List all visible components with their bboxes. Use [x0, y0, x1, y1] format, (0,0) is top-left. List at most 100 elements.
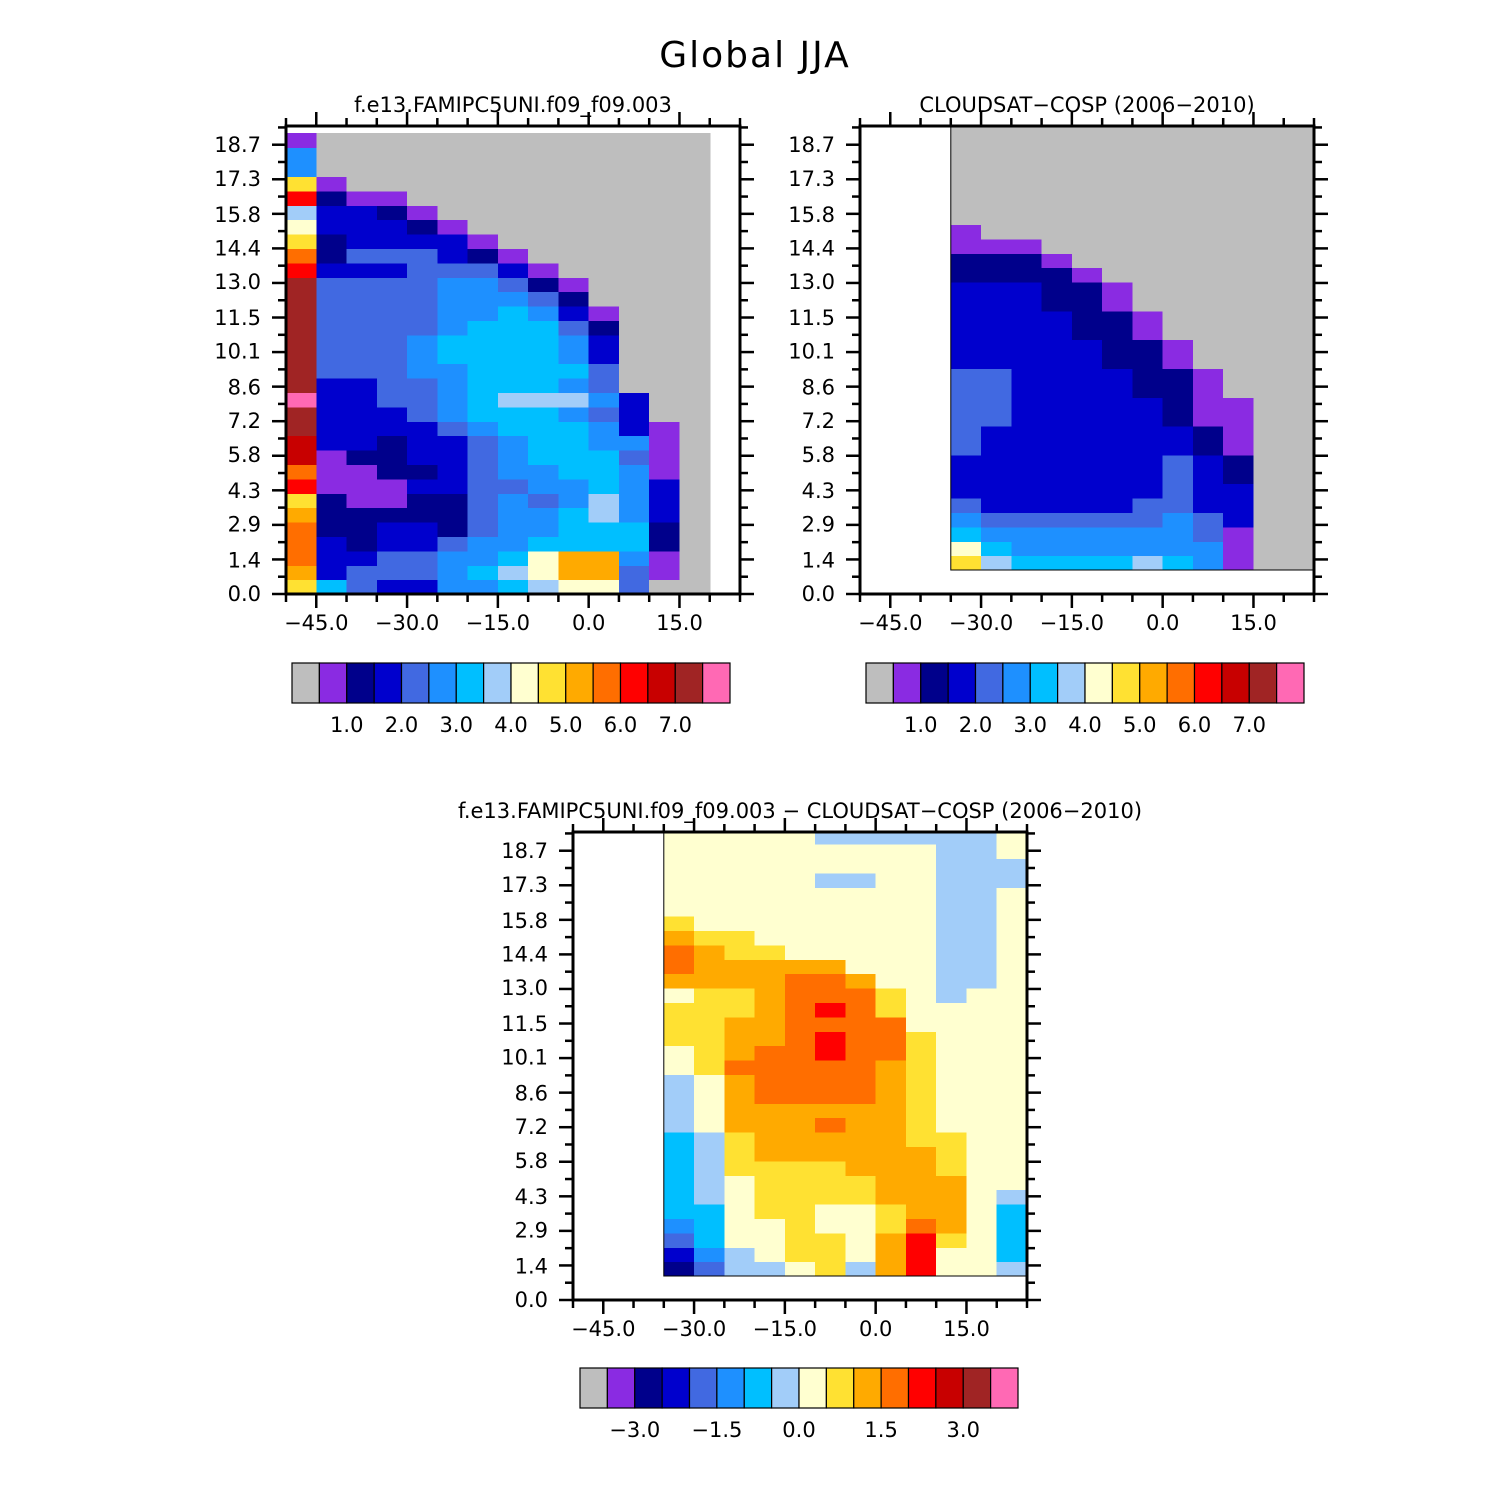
heatmap-cell: [694, 1218, 725, 1234]
heatmap-cell: [875, 832, 907, 845]
heatmap-cell: [1223, 267, 1255, 283]
heatmap-cell: [1283, 126, 1315, 139]
heatmap-cell: [875, 930, 907, 946]
heatmap-cell: [1071, 238, 1103, 254]
heatmap-cell: [950, 526, 982, 542]
heatmap-cell: [875, 959, 907, 975]
heatmap-cell: [815, 1189, 846, 1205]
colorbar-box: [634, 1367, 663, 1409]
heatmap-cell: [1102, 512, 1133, 528]
heatmap-cell: [407, 421, 438, 437]
y-tick-label: 18.7: [788, 133, 835, 157]
heatmap-cell: [996, 1160, 1028, 1176]
heatmap-cell: [936, 1189, 968, 1205]
heatmap-cell: [694, 1261, 725, 1277]
heatmap-cell: [754, 901, 786, 917]
heatmap-cell: [376, 565, 408, 581]
heatmap-cell: [467, 190, 499, 206]
heatmap-cell: [1253, 469, 1285, 485]
heatmap-cell: [996, 1117, 1028, 1133]
heatmap-cell: [346, 522, 378, 537]
heatmap-cell: [754, 872, 786, 888]
heatmap-cell: [1253, 325, 1285, 341]
heatmap-cell: [996, 1103, 1028, 1119]
heatmap-cell: [528, 147, 559, 163]
colorbar-box: [865, 662, 894, 704]
heatmap-cell: [1162, 411, 1194, 427]
heatmap-cell: [815, 1031, 846, 1047]
heatmap-cell: [1011, 483, 1043, 499]
heatmap-cell: [618, 464, 650, 480]
heatmap-cell: [588, 579, 620, 595]
heatmap-cell: [467, 262, 499, 278]
heatmap-cell: [649, 176, 681, 192]
heatmap-cell: [966, 1261, 998, 1277]
heatmap-cell: [1192, 282, 1224, 297]
heatmap-cell: [649, 190, 681, 206]
heatmap-cell: [467, 522, 499, 537]
heatmap-cell: [950, 339, 982, 355]
heatmap-cell: [936, 1261, 968, 1277]
heatmap-cell: [1071, 325, 1103, 341]
heatmap-cell: [845, 901, 877, 917]
heatmap-cell: [618, 392, 650, 408]
heatmap-cell: [588, 190, 620, 206]
heatmap-cell: [1102, 325, 1133, 341]
heatmap-cell: [1253, 339, 1285, 355]
colorbar-box: [1193, 662, 1223, 704]
heatmap-cell: [694, 988, 725, 1003]
heatmap-cell: [724, 1060, 756, 1075]
heatmap-cell: [950, 325, 982, 341]
panels: −45.0 −30.0 −15.0 0.0 15.0 0.0 1.4 2.9 4.3 5.8 7.2…: [214, 93, 1328, 1442]
heatmap-cell: [1223, 126, 1255, 139]
heatmap-cell: [875, 1103, 907, 1119]
heatmap-cell: [558, 162, 590, 177]
heatmap-cell: [1192, 310, 1224, 326]
heatmap-cell: [346, 406, 378, 422]
heatmap-cell: [497, 334, 529, 350]
heatmap-cell: [1162, 354, 1194, 369]
heatmap-cell: [437, 450, 469, 465]
heatmap-cell: [996, 1060, 1028, 1075]
heatmap-cell: [981, 238, 1012, 254]
heatmap-cell: [649, 550, 681, 566]
heatmap-cell: [996, 901, 1028, 917]
heatmap-cell: [1162, 555, 1194, 571]
heatmap-cell: [1253, 440, 1285, 456]
heatmap-cell: [528, 565, 559, 581]
heatmap-cell: [467, 291, 499, 307]
heatmap-cell: [1132, 310, 1164, 326]
heatmap-cell: [905, 1189, 937, 1205]
heatmap-cell: [1283, 238, 1315, 254]
heatmap-cell: [694, 1060, 725, 1075]
heatmap-cell: [694, 901, 725, 917]
heatmap-cell: [618, 219, 650, 235]
colorbar-label: −3.0: [609, 1418, 660, 1442]
heatmap-cell: [1253, 426, 1285, 441]
heatmap-cell: [1041, 397, 1073, 413]
heatmap-cell: [784, 959, 816, 975]
heatmap-cell: [376, 378, 408, 393]
x-tick-label: −15.0: [1040, 611, 1104, 635]
panel-title: f.e13.FAMIPC5UNI.f09_f09.003: [354, 93, 672, 118]
heatmap-cell: [1041, 512, 1073, 528]
heatmap-cell: [663, 1261, 695, 1277]
heatmap-cell: [1071, 166, 1103, 182]
y-tick-label: 0.0: [802, 582, 835, 606]
heatmap-cell: [467, 205, 499, 221]
heatmap-cell: [618, 262, 650, 278]
heatmap-cell: [679, 406, 711, 422]
heatmap-cell: [528, 234, 559, 249]
heatmap-cell: [950, 555, 982, 571]
heatmap-cell: [528, 478, 559, 494]
heatmap-cell: [467, 320, 499, 336]
heatmap-cell: [1223, 454, 1255, 470]
heatmap-cell: [754, 1146, 786, 1162]
heatmap-cell: [1071, 210, 1103, 225]
heatmap-cell: [784, 1060, 816, 1075]
heatmap-cell: [1192, 166, 1224, 182]
heatmap-cell: [950, 498, 982, 513]
heatmap-cell: [316, 550, 348, 566]
heatmap-cell: [845, 1189, 877, 1205]
heatmap-cell: [845, 832, 877, 845]
